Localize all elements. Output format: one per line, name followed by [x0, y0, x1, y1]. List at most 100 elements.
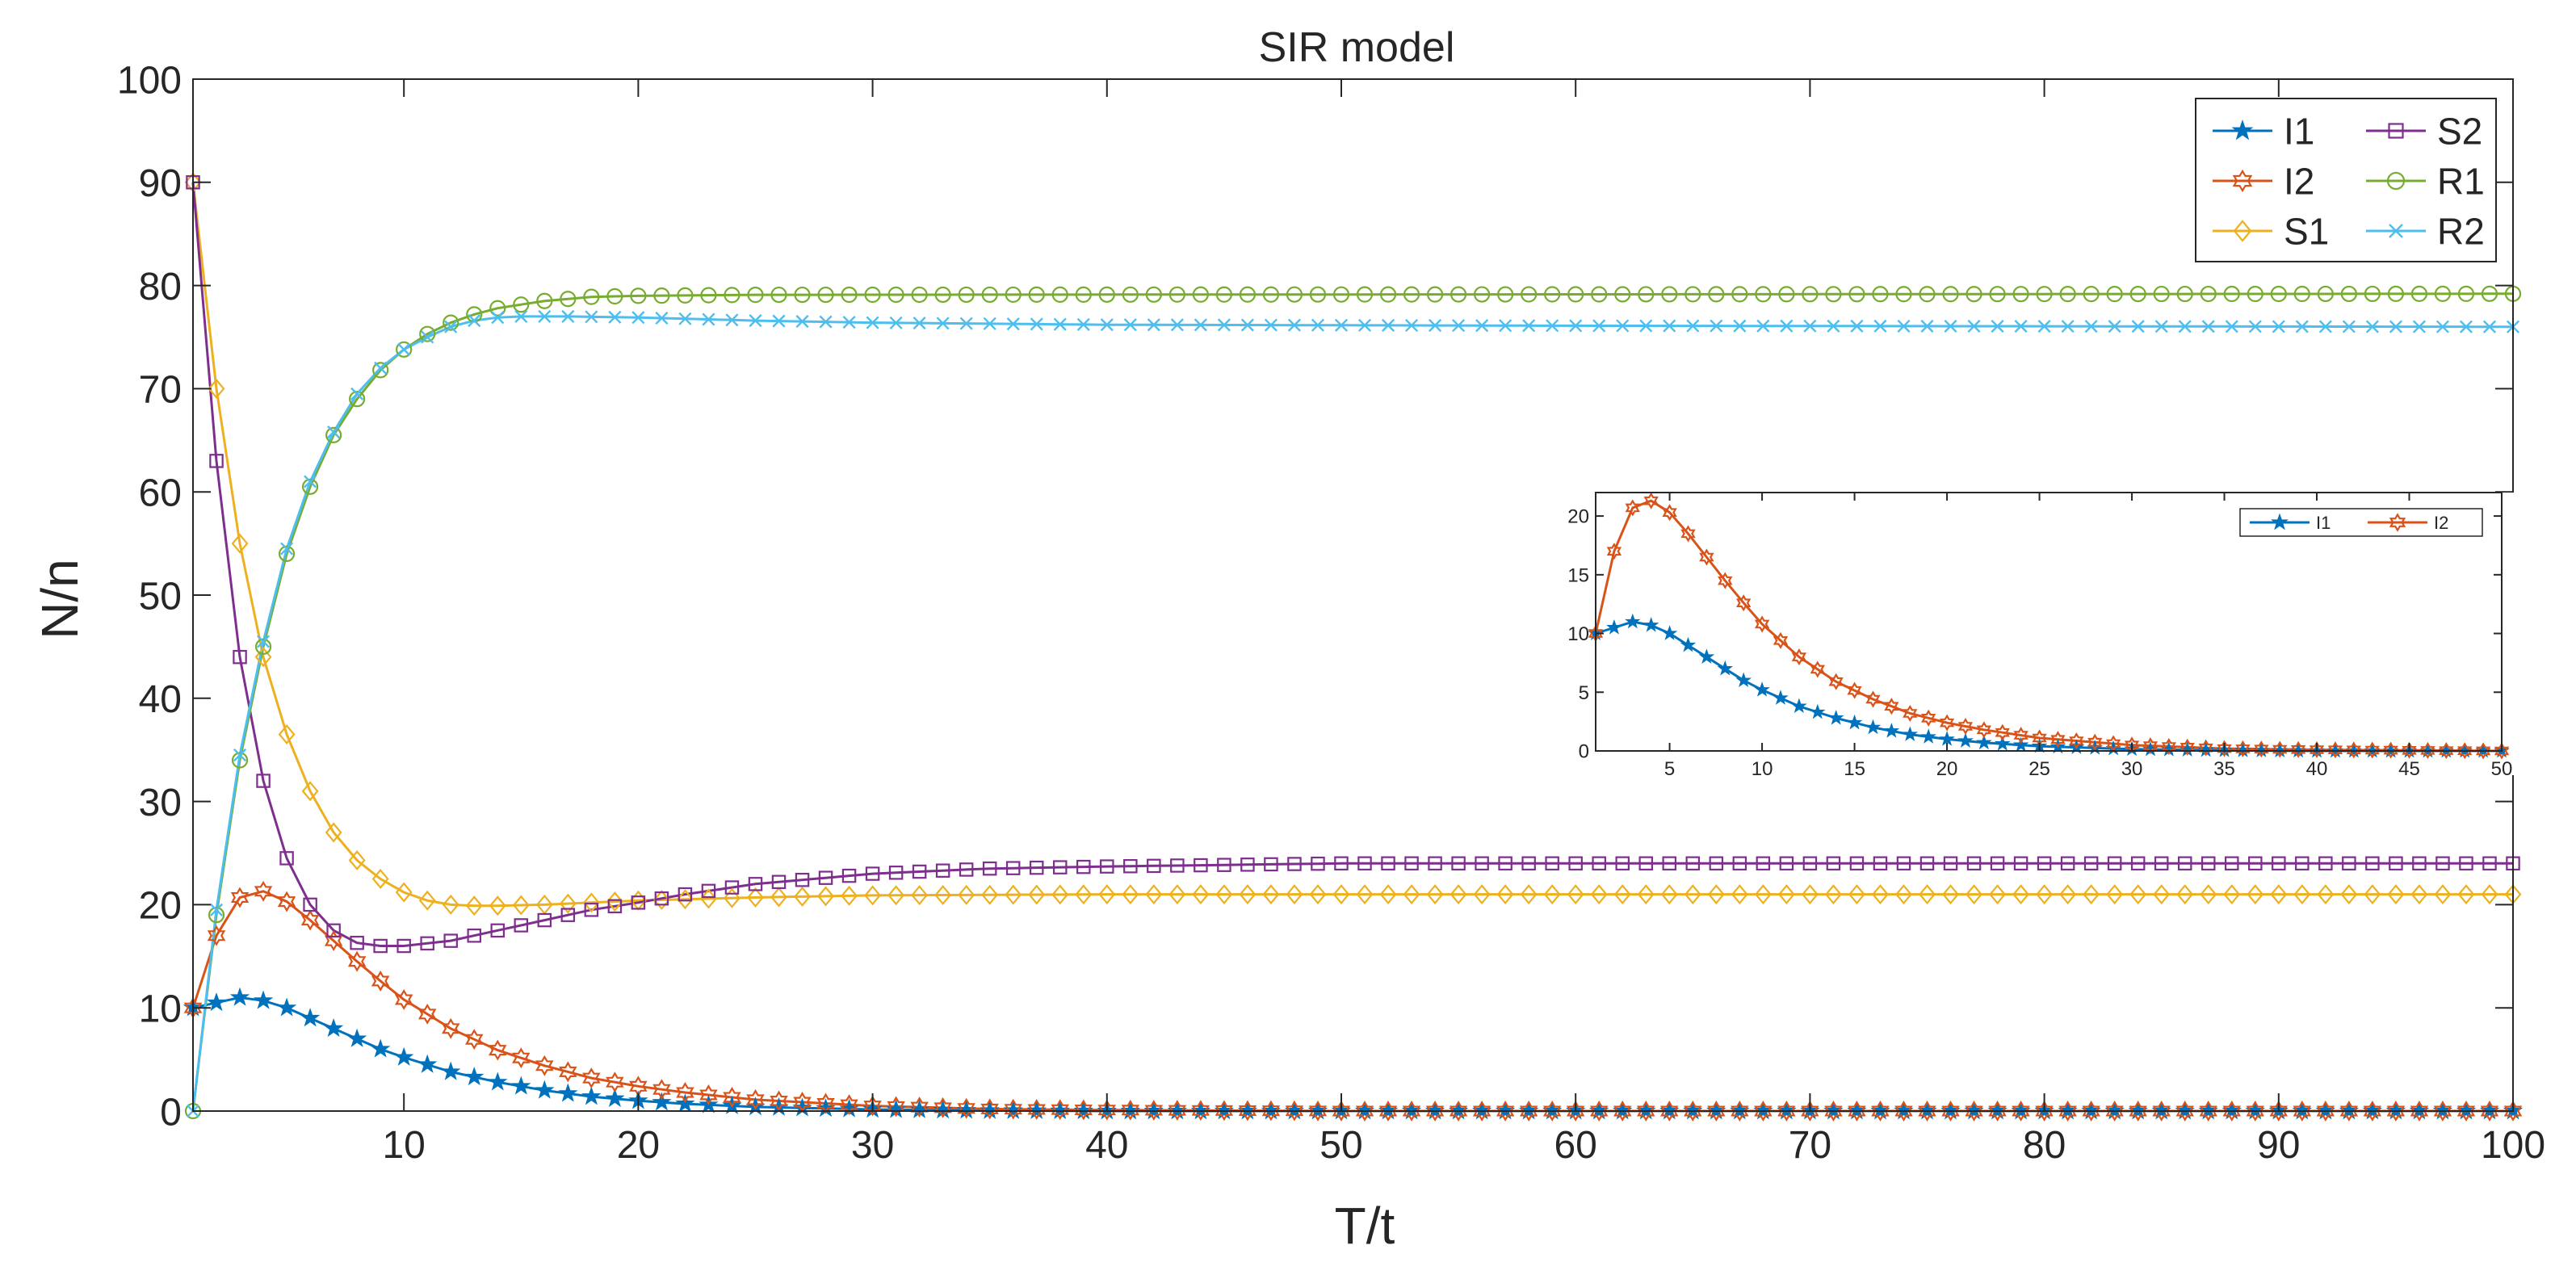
inset-legend-label: I2 — [2434, 513, 2448, 533]
main-point-s1 — [348, 849, 366, 870]
main-point-s1 — [1731, 884, 1748, 905]
main-point-i2 — [1051, 1099, 1069, 1121]
main-point-i2 — [2246, 1101, 2264, 1122]
main-point-r1 — [700, 287, 717, 304]
inset-point-i2 — [2364, 741, 2380, 759]
main-point-r1 — [841, 286, 858, 304]
main-point-i1 — [909, 1099, 929, 1118]
main-point-s2 — [2318, 856, 2333, 871]
inset-chart: 5 10 15 20 25 30 35 40 45 50 0 5 10 15 20 I1 I2 — [1567, 492, 2532, 780]
main-point-r2 — [1967, 319, 1981, 333]
main-point-s2 — [1990, 856, 2005, 871]
main-legend-marker — [2231, 119, 2254, 140]
main-point-i2 — [1707, 1101, 1726, 1122]
main-point-r2 — [1803, 319, 1817, 333]
main-point-i2 — [254, 880, 273, 902]
main-point-r1 — [1848, 286, 1865, 303]
main-point-s2 — [2177, 856, 2192, 871]
main-point-s1 — [395, 882, 413, 903]
main-point-r2 — [842, 316, 856, 329]
main-point-s1 — [1145, 884, 1163, 905]
main-point-i2 — [2386, 1101, 2406, 1122]
main-point-r1 — [372, 362, 389, 379]
main-point-i2 — [1261, 1100, 1281, 1122]
main-legend-marker — [2389, 224, 2403, 238]
main-point-i1 — [441, 1061, 461, 1080]
main-legend-label: S1 — [2284, 211, 2329, 253]
main-point-s1 — [770, 887, 787, 908]
main-point-s2 — [326, 923, 341, 938]
inset-point-i1 — [1625, 613, 1641, 629]
main-y-tick-label: 100 — [117, 59, 182, 102]
main-point-s1 — [325, 822, 342, 843]
main-point-r1 — [419, 325, 436, 342]
main-point-s1 — [794, 886, 811, 907]
main-point-s2 — [1545, 856, 1559, 871]
main-point-s1 — [841, 885, 858, 906]
inset-point-i2 — [1791, 648, 1807, 666]
main-point-s1 — [512, 895, 530, 916]
main-point-r2 — [257, 635, 271, 648]
main-point-r1 — [1262, 286, 1280, 303]
inset-point-i2 — [1662, 504, 1677, 522]
inset-point-i2 — [1625, 499, 1640, 517]
main-point-i2 — [1613, 1101, 1632, 1122]
main-point-i2 — [1542, 1101, 1562, 1122]
main-point-r1 — [325, 426, 342, 444]
main-point-r1 — [887, 286, 904, 304]
inset-point-i2 — [2124, 736, 2140, 754]
main-x-tick-label: 30 — [851, 1124, 894, 1167]
main-point-i2 — [980, 1098, 999, 1120]
main-point-r2 — [1334, 318, 1349, 332]
main-legend-label: S2 — [2437, 111, 2482, 153]
inset-x-tick-label: 25 — [2028, 758, 2050, 780]
main-point-r2 — [1944, 319, 1957, 333]
inset-x-tick-label: 10 — [1752, 758, 1773, 780]
main-point-r1 — [583, 288, 600, 305]
main-point-r2 — [1076, 317, 1090, 331]
main-point-r2 — [1991, 319, 2004, 333]
main-point-s1 — [1192, 884, 1210, 905]
inset-x-tick-label: 30 — [2121, 758, 2143, 780]
inset-plot-frame — [1595, 492, 2503, 752]
main-point-i2 — [1425, 1101, 1445, 1122]
main-point-s2 — [2225, 856, 2239, 871]
main-point-s2 — [1123, 858, 1138, 874]
main-point-i2 — [1449, 1101, 1468, 1122]
main-point-i2 — [1918, 1101, 1936, 1122]
main-point-r2 — [1381, 318, 1395, 332]
main-point-s1 — [1520, 884, 1538, 905]
main-point-s2 — [1428, 856, 1442, 871]
main-point-s1 — [278, 724, 296, 745]
main-point-r2 — [2248, 320, 2262, 333]
main-point-i2 — [371, 971, 390, 992]
main-point-s1 — [2410, 884, 2428, 905]
main-point-r1 — [2176, 285, 2193, 303]
main-point-s1 — [652, 890, 670, 911]
main-point-i1 — [488, 1071, 508, 1091]
main-point-r1 — [2340, 285, 2357, 303]
inset-point-i1 — [1791, 698, 1807, 714]
main-point-r1 — [911, 286, 928, 304]
main-point-s1 — [747, 887, 764, 908]
inset-point-i2 — [2272, 740, 2288, 758]
main-point-r2 — [2178, 320, 2192, 333]
chart-title: SIR model — [1259, 24, 1455, 71]
main-point-s2 — [2272, 856, 2286, 871]
main-point-r2 — [2037, 320, 2051, 333]
main-x-tick-label: 50 — [1319, 1124, 1362, 1167]
main-point-s2 — [209, 454, 224, 468]
main-point-i2 — [1848, 1101, 1866, 1122]
main-point-r1 — [560, 291, 577, 308]
main-point-r2 — [1663, 319, 1676, 333]
main-point-i2 — [559, 1061, 577, 1083]
main-point-r2 — [608, 310, 622, 324]
main-point-i2 — [1941, 1101, 1960, 1122]
main-point-i2 — [1894, 1101, 1913, 1122]
inset-point-i1 — [1976, 734, 1992, 750]
main-point-s2 — [1498, 856, 1512, 871]
main-point-s2 — [420, 936, 434, 951]
main-point-i2 — [1590, 1101, 1609, 1122]
main-point-s2 — [1685, 856, 1701, 871]
